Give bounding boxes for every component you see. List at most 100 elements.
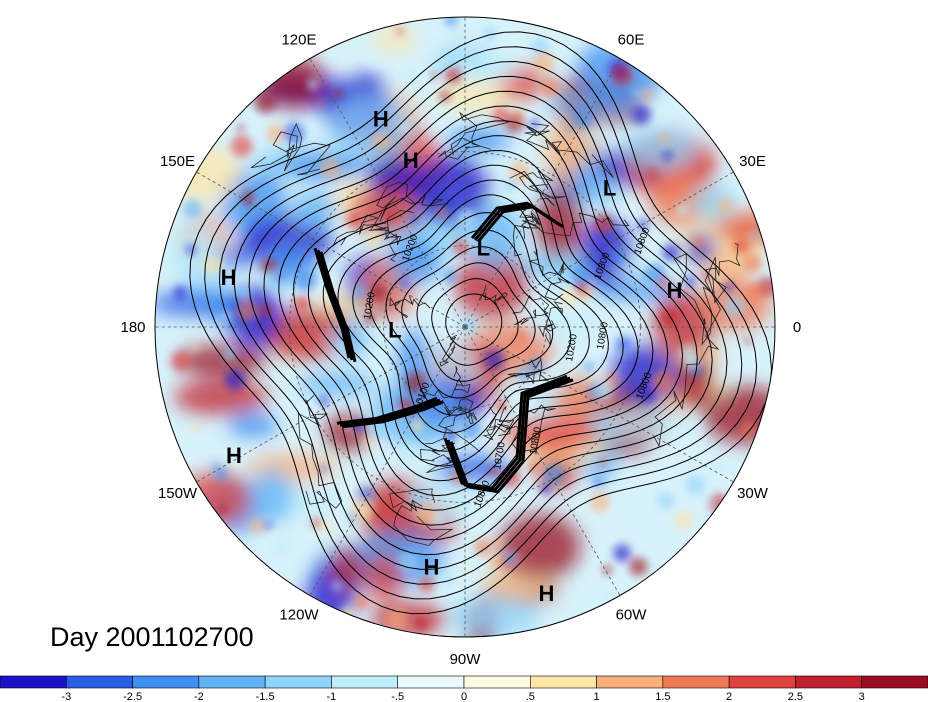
anomaly-patch	[455, 252, 529, 319]
height-contour	[352, 194, 609, 452]
jet-contour	[449, 378, 574, 494]
jet-contour	[316, 249, 354, 361]
anomaly-speck	[540, 483, 552, 494]
anomaly-patch	[365, 553, 404, 603]
contour-value-label: 10200	[362, 291, 378, 321]
anomaly-speck	[511, 110, 524, 123]
anomaly-speck	[492, 106, 509, 124]
anomaly-speck	[435, 206, 448, 218]
anomaly-speck	[589, 492, 610, 512]
high-center-label: H	[667, 278, 683, 303]
height-contour	[416, 262, 536, 382]
anomaly-speck	[317, 99, 324, 107]
anomaly-speck	[224, 368, 246, 391]
height-contour	[218, 60, 743, 585]
longitude-labels: 90E 60E 30E 0 30W 60W 90W 120W 150W 180 150E 120E	[120, 0, 801, 668]
contour-value-label: 10700	[492, 441, 508, 471]
anomaly-speck	[306, 78, 319, 91]
anomaly-patch	[227, 411, 279, 438]
coastline	[437, 111, 510, 160]
anomaly-speck	[703, 157, 710, 165]
anomaly-speck	[218, 505, 227, 514]
high-center-label: H	[226, 443, 242, 468]
jet-contour	[319, 251, 357, 363]
longitude-label: 60W	[616, 607, 648, 624]
anomaly-speck	[483, 26, 497, 40]
coastline	[522, 212, 630, 240]
colorbar-tick-label: 0	[461, 691, 467, 702]
anomaly-speck	[565, 126, 573, 134]
longitude-label: 0	[793, 319, 801, 336]
colorbar-swatch	[795, 675, 863, 689]
anomaly-patch	[370, 602, 448, 636]
colorbar-swatch	[861, 675, 928, 689]
anomaly-speck	[692, 235, 705, 248]
height-contour	[431, 278, 519, 366]
anomaly-speck	[744, 338, 751, 345]
colorbar-tick-label: -2	[194, 691, 204, 702]
anomaly-speck	[210, 460, 220, 470]
colorbar-swatch	[132, 675, 200, 689]
height-contour	[189, 31, 773, 615]
anomaly-speck	[662, 243, 680, 262]
anomaly-speck	[723, 295, 745, 317]
anomaly-patch	[298, 372, 377, 396]
anomaly-speck	[293, 295, 310, 312]
meridian	[307, 327, 466, 600]
anomaly-speck	[418, 576, 435, 593]
colorbar-swatch	[0, 675, 67, 689]
anomaly-speck	[611, 64, 633, 86]
anomaly-speck	[512, 329, 527, 344]
anomaly-speck	[283, 122, 305, 145]
anomaly-speck	[399, 278, 410, 289]
longitude-label: 120W	[279, 607, 319, 624]
anomaly-speck	[352, 285, 366, 299]
coastline	[250, 122, 331, 176]
high-center-label: H	[423, 554, 439, 579]
contour-value-label: 10800	[595, 321, 611, 351]
anomaly-patch	[373, 26, 417, 52]
colorbar-tick-label: -2.5	[123, 691, 142, 702]
anomaly-speck	[191, 342, 200, 351]
low-center-label: L	[388, 317, 401, 342]
anomaly-speck	[718, 197, 733, 213]
coastline	[373, 210, 414, 262]
anomaly-speck	[414, 617, 429, 632]
low-center-label: L	[477, 236, 490, 261]
anomaly-speck	[502, 550, 519, 567]
height-contour	[278, 120, 684, 526]
longitude-label: 90E	[452, 0, 479, 4]
meridian	[465, 326, 738, 485]
anomaly-speck	[398, 121, 412, 135]
anomaly-speck	[685, 275, 696, 287]
anomaly-speck	[584, 361, 594, 372]
longitude-label: 30W	[737, 485, 769, 502]
jet-contour	[336, 396, 438, 425]
anomaly-speck	[333, 89, 343, 99]
anomaly-speck	[336, 341, 347, 352]
longitude-label: 60E	[618, 32, 645, 49]
colorbar-swatch	[331, 675, 399, 689]
map-boundary	[154, 16, 776, 638]
anomaly-speck	[249, 518, 265, 534]
anomaly-patch	[446, 127, 511, 153]
graticule	[155, 17, 775, 637]
anomaly-speck	[599, 458, 607, 466]
anomaly-speck	[386, 608, 408, 631]
anomaly-speck	[559, 289, 578, 307]
anomaly-speck	[483, 348, 505, 370]
anomaly-patch	[623, 127, 698, 170]
jet-contour	[339, 398, 441, 427]
anomaly-patch	[250, 468, 294, 524]
anomaly-speck	[186, 244, 196, 255]
meridian	[464, 327, 623, 600]
anomaly-patch	[559, 135, 600, 163]
coastline	[654, 257, 727, 448]
anomaly-speck	[477, 613, 486, 622]
colorbar: -3 -2.5 -2 -1.5 -1 -.5 0 .5 1 1.5 2 2.5 3	[0, 675, 928, 702]
height-contour	[369, 212, 590, 434]
colorbar-tick-label: .5	[526, 691, 535, 702]
anomaly-speck	[411, 418, 425, 433]
anomaly-speck	[222, 346, 238, 362]
